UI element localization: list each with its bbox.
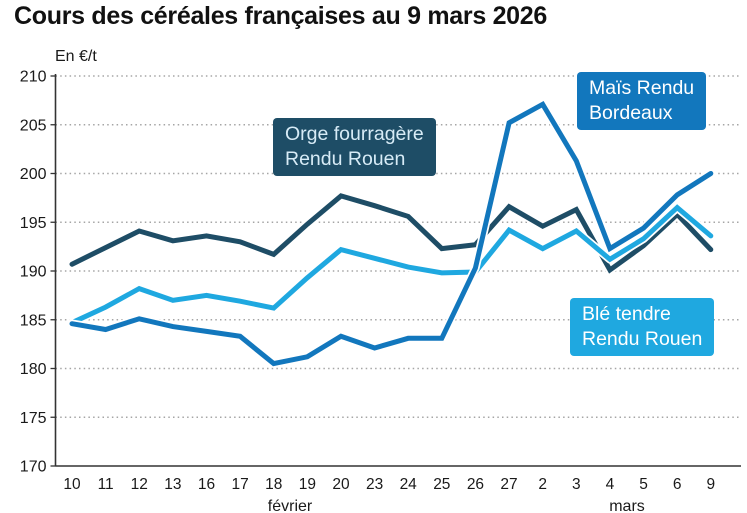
- x-tick-label-4: 4: [606, 476, 615, 493]
- series-label-line: Blé tendre: [582, 303, 671, 325]
- y-tick-label-200: 200: [20, 166, 47, 183]
- chart-title: Cours des céréales françaises au 9 mars …: [14, 2, 547, 30]
- x-tick-label-3: 3: [572, 476, 581, 493]
- x-tick-label-24: 24: [400, 476, 418, 493]
- x-tick-label-12: 12: [131, 476, 148, 493]
- x-tick-label-20: 20: [332, 476, 350, 493]
- series-label-orge-fourragere-rendu-rouen: Orge fourragère Rendu Rouen: [273, 118, 436, 176]
- series-line-ble-tendre-rendu-rouen: [69, 204, 714, 326]
- series-label-ble-tendre-rendu-rouen: Blé tendre Rendu Rouen: [570, 298, 715, 356]
- x-tick-label-23: 23: [366, 476, 383, 493]
- y-axis-unit-label: En €/t: [55, 48, 97, 65]
- y-tick-label-180: 180: [20, 361, 47, 378]
- x-tick-label-19: 19: [299, 476, 316, 493]
- x-tick-label-5: 5: [639, 476, 648, 493]
- y-tick-label-175: 175: [20, 410, 47, 427]
- y-tick-label-190: 190: [20, 264, 47, 281]
- y-tick-label-210: 210: [20, 69, 47, 86]
- x-axis-month-label-fevrier: février: [267, 498, 313, 513]
- series-label-line: Bordeaux: [589, 102, 673, 124]
- x-tick-label-17: 17: [231, 476, 248, 493]
- series-label-line: Rendu Rouen: [285, 148, 406, 170]
- x-tick-label-26: 26: [467, 476, 484, 493]
- x-tick-label-13: 13: [164, 476, 181, 493]
- x-tick-label-18: 18: [265, 476, 282, 493]
- series-label-line: Orge fourragère: [285, 123, 424, 145]
- x-axis-month-label-mars: mars: [609, 498, 645, 513]
- series-label-line: Maïs Rendu: [589, 77, 695, 99]
- x-tick-label-27: 27: [500, 476, 517, 493]
- y-tick-label-185: 185: [20, 312, 47, 329]
- x-tick-label-9: 9: [706, 476, 715, 493]
- y-tick-label-195: 195: [20, 215, 47, 232]
- x-tick-label-16: 16: [198, 476, 215, 493]
- series-line-mais-rendu-bordeaux: [69, 100, 714, 367]
- series-label-line: Rendu Rouen: [582, 328, 703, 350]
- y-tick-label-205: 205: [20, 117, 47, 134]
- series-label-mais-rendu-bordeaux: Maïs Rendu Bordeaux: [577, 72, 707, 130]
- x-tick-label-10: 10: [63, 476, 81, 493]
- x-tick-label-11: 11: [98, 476, 114, 493]
- x-tick-label-25: 25: [433, 476, 450, 493]
- y-tick-label-170: 170: [20, 459, 47, 476]
- x-tick-label-2: 2: [538, 476, 547, 493]
- x-tick-label-6: 6: [673, 476, 682, 493]
